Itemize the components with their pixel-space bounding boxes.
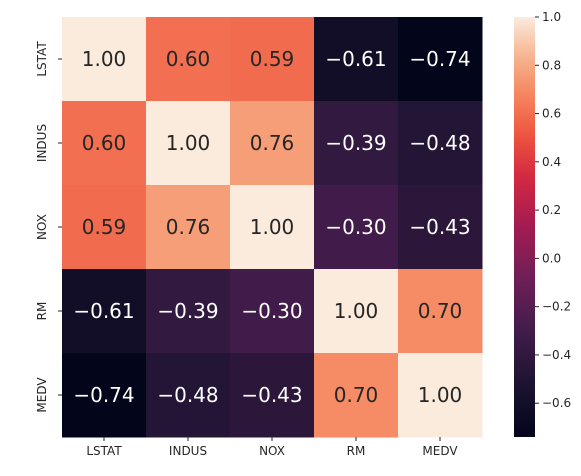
x-tick-label: MEDV	[422, 444, 458, 458]
heatmap-cell	[230, 185, 315, 270]
colorbar-gradient	[514, 17, 535, 437]
heatmap-cell	[62, 101, 147, 186]
y-tick-label: RM	[35, 302, 49, 321]
heatmap-cell	[314, 17, 399, 102]
y-tick-label: INDUS	[35, 124, 49, 162]
heatmap-cell	[314, 101, 399, 186]
cell-value-label: 1.00	[418, 383, 463, 407]
cell-value-label: −0.48	[157, 383, 218, 407]
colorbar-tick-label: 0.6	[542, 107, 561, 121]
heatmap-cell	[314, 185, 399, 270]
colorbar-tick-label: 1.0	[542, 10, 561, 24]
cell-value-label: −0.30	[241, 299, 302, 323]
cell-value-label: −0.39	[157, 299, 218, 323]
x-tick-label: LSTAT	[86, 444, 122, 458]
x-tick-label: RM	[347, 444, 366, 458]
heatmap-cell	[398, 185, 483, 270]
heatmap-cell	[314, 269, 399, 354]
x-tick-label: NOX	[259, 444, 285, 458]
cell-value-label: −0.74	[73, 383, 134, 407]
cell-value-label: −0.43	[409, 215, 470, 239]
heatmap-cell	[146, 185, 231, 270]
y-tick-label: NOX	[35, 214, 49, 240]
heatmap-cell	[230, 17, 315, 102]
heatmap-cell	[314, 353, 399, 438]
colorbar-tick-label: −0.4	[542, 348, 571, 362]
colorbar: −0.6 −0.4 −0.2 0.0 0.2 0.4 0.6 0.8 1.0	[514, 10, 571, 437]
cell-value-label: 1.00	[82, 47, 127, 71]
heatmap-cell	[398, 17, 483, 102]
cell-value-label: 0.60	[166, 47, 211, 71]
x-axis-ticks: LSTAT INDUS NOX RM MEDV	[86, 437, 458, 458]
heatmap-cell	[230, 269, 315, 354]
heatmap-cell	[398, 101, 483, 186]
heatmap-cell	[146, 269, 231, 354]
y-axis-ticks: LSTAT INDUS NOX RM MEDV	[35, 41, 62, 413]
colorbar-tick-label: −0.2	[542, 300, 571, 314]
cell-value-label: 0.59	[82, 215, 127, 239]
cell-value-label: 0.70	[418, 299, 463, 323]
cell-value-label: 1.00	[334, 299, 379, 323]
cell-value-label: 1.00	[166, 131, 211, 155]
colorbar-tick-label: 0.8	[542, 58, 561, 72]
y-tick-label: MEDV	[35, 377, 49, 413]
heatmap-cell	[62, 269, 147, 354]
heatmap-cell	[146, 353, 231, 438]
colorbar-tick-label: −0.6	[542, 396, 571, 410]
cell-value-label: 0.59	[250, 47, 295, 71]
heatmap-cell	[398, 269, 483, 354]
heatmap-cell	[230, 101, 315, 186]
cell-annotations: 1.00 0.60 0.59 −0.61 −0.740.60 1.00 0.76 −0.39−…	[73, 47, 470, 407]
cell-value-label: −0.61	[73, 299, 134, 323]
cell-value-label: −0.43	[241, 383, 302, 407]
heatmap-cell	[146, 17, 231, 102]
colorbar-tick-label: 0.2	[542, 203, 561, 217]
colorbar-tick-label: 0.0	[542, 251, 561, 265]
cell-value-label: −0.61	[325, 47, 386, 71]
cell-value-label: −0.30	[325, 215, 386, 239]
heatmap-cell	[62, 185, 147, 270]
heatmap-cells	[62, 17, 483, 438]
heatmap-cell	[230, 353, 315, 438]
colorbar-tick-label: 0.4	[542, 155, 561, 169]
cell-value-label: −0.39	[325, 131, 386, 155]
heatmap-cell	[62, 17, 147, 102]
cell-value-label: 0.76	[250, 131, 295, 155]
cell-value-label: 0.70	[334, 383, 379, 407]
heatmap-cell	[62, 353, 147, 438]
y-tick-label: LSTAT	[35, 41, 49, 77]
cell-value-label: 0.60	[82, 131, 127, 155]
cell-value-label: −0.74	[409, 47, 470, 71]
x-tick-label: INDUS	[169, 444, 207, 458]
heatmap-cell	[146, 101, 231, 186]
cell-value-label: 0.76	[166, 215, 211, 239]
cell-value-label: −0.48	[409, 131, 470, 155]
cell-value-label: 1.00	[250, 215, 295, 239]
heatmap-cell	[398, 353, 483, 438]
